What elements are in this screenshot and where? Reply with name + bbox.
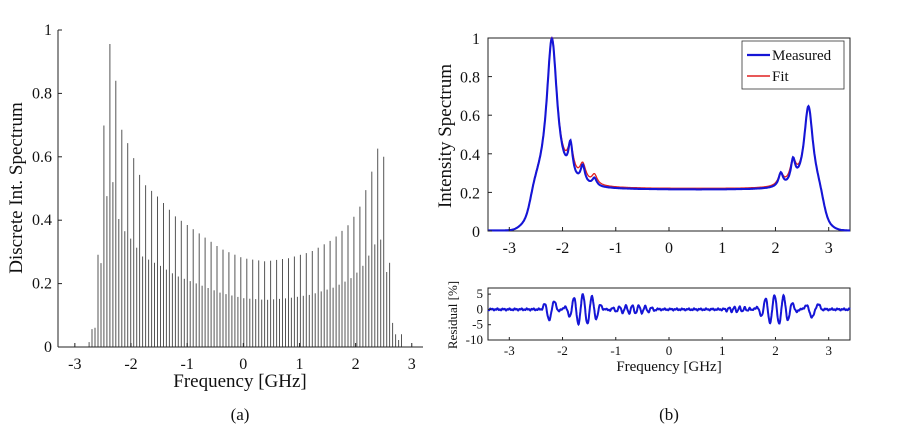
x-tick-label: 3 bbox=[825, 343, 832, 358]
residual-y-label: Residual [%] bbox=[445, 281, 460, 349]
x-tick-label: 1 bbox=[719, 343, 726, 358]
y-tick-label: 0.8 bbox=[32, 85, 52, 102]
panel-a-bars bbox=[88, 44, 402, 347]
x-tick-label: 3 bbox=[825, 240, 833, 257]
y-tick-label: 0.4 bbox=[32, 212, 52, 229]
residual-x-label: Frequency [GHz] bbox=[616, 359, 721, 375]
panel-a-caption: (a) bbox=[231, 405, 250, 424]
y-tick-label: 0.2 bbox=[460, 185, 480, 202]
x-tick-label: 3 bbox=[408, 356, 416, 373]
panel-b-y-label: Intensity Spectrum bbox=[435, 64, 456, 208]
y-tick-label: 0.8 bbox=[460, 70, 480, 87]
panel-b-intensity-spectrum: -3 -2 -1 0 1 2 3 0 0.2 0.4 0.6 0.8 1 Intensity Spec… bbox=[435, 31, 851, 257]
measured-series-line bbox=[488, 36, 850, 232]
y-tick-label: 0 bbox=[44, 339, 52, 356]
x-tick-label: 2 bbox=[352, 356, 360, 373]
y-tick-label: 0.2 bbox=[32, 276, 52, 293]
x-tick-label: -1 bbox=[609, 240, 622, 257]
legend-fit-label: Fit bbox=[772, 69, 790, 85]
legend-measured-label: Measured bbox=[772, 48, 832, 64]
panel-a-x-label: Frequency [GHz] bbox=[173, 371, 306, 392]
x-tick-label: 1 bbox=[295, 356, 303, 373]
x-tick-label: 2 bbox=[771, 240, 779, 257]
residual-plot-frame bbox=[487, 287, 851, 341]
x-tick-label: -2 bbox=[557, 343, 568, 358]
y-tick-label: 0.4 bbox=[460, 147, 480, 164]
x-tick-label: -1 bbox=[610, 343, 621, 358]
y-tick-label: 0 bbox=[472, 224, 480, 241]
panel-b-caption: (b) bbox=[659, 405, 679, 424]
x-tick-label: -2 bbox=[124, 356, 137, 373]
y-tick-label: 0 bbox=[477, 301, 484, 316]
y-tick-label: -10 bbox=[466, 332, 483, 347]
x-tick-label: 2 bbox=[772, 343, 779, 358]
y-tick-label: 1 bbox=[472, 31, 480, 48]
panel-a-x-ticks: -3 -2 -1 0 1 2 3 bbox=[68, 343, 416, 373]
y-tick-label: 0.6 bbox=[460, 108, 480, 125]
x-tick-label: 0 bbox=[666, 343, 673, 358]
panel-b-x-ticks: -3 -2 -1 0 1 2 3 bbox=[503, 227, 833, 257]
residual-x-ticks: -3 -2 -1 0 1 2 3 bbox=[504, 337, 832, 358]
x-tick-label: -3 bbox=[503, 240, 516, 257]
x-tick-label: -3 bbox=[504, 343, 515, 358]
y-tick-label: 1 bbox=[44, 22, 52, 39]
y-tick-label: 0.6 bbox=[32, 149, 52, 166]
y-tick-label: 5 bbox=[477, 286, 484, 301]
panel-a-y-ticks: 0 0.2 0.4 0.6 0.8 1 bbox=[32, 22, 62, 356]
x-tick-label: 0 bbox=[239, 356, 247, 373]
residual-y-ticks: 50-5-10 bbox=[466, 286, 491, 347]
panel-b-y-ticks: 0 0.2 0.4 0.6 0.8 1 bbox=[460, 31, 492, 241]
legend-box bbox=[741, 40, 845, 90]
y-tick-label: -5 bbox=[472, 317, 483, 332]
x-tick-label: 0 bbox=[665, 240, 673, 257]
x-tick-label: -3 bbox=[68, 356, 81, 373]
panel-a-discrete-spectrum: -3 -2 -1 0 1 2 3 0 0.2 0.4 0.6 0.8 1 Frequency [GHz… bbox=[6, 22, 423, 424]
panel-a-y-label: Discrete Int. Spectrum bbox=[6, 102, 27, 274]
residual-series-line bbox=[487, 292, 851, 327]
x-tick-label: -1 bbox=[180, 356, 193, 373]
x-tick-label: -2 bbox=[556, 240, 569, 257]
x-tick-label: 1 bbox=[718, 240, 726, 257]
legend: Measured Fit bbox=[741, 40, 845, 90]
panel-b-residual: -3 -2 -1 0 1 2 3 50-5-10 Frequency [GHz] Resid… bbox=[445, 281, 851, 424]
